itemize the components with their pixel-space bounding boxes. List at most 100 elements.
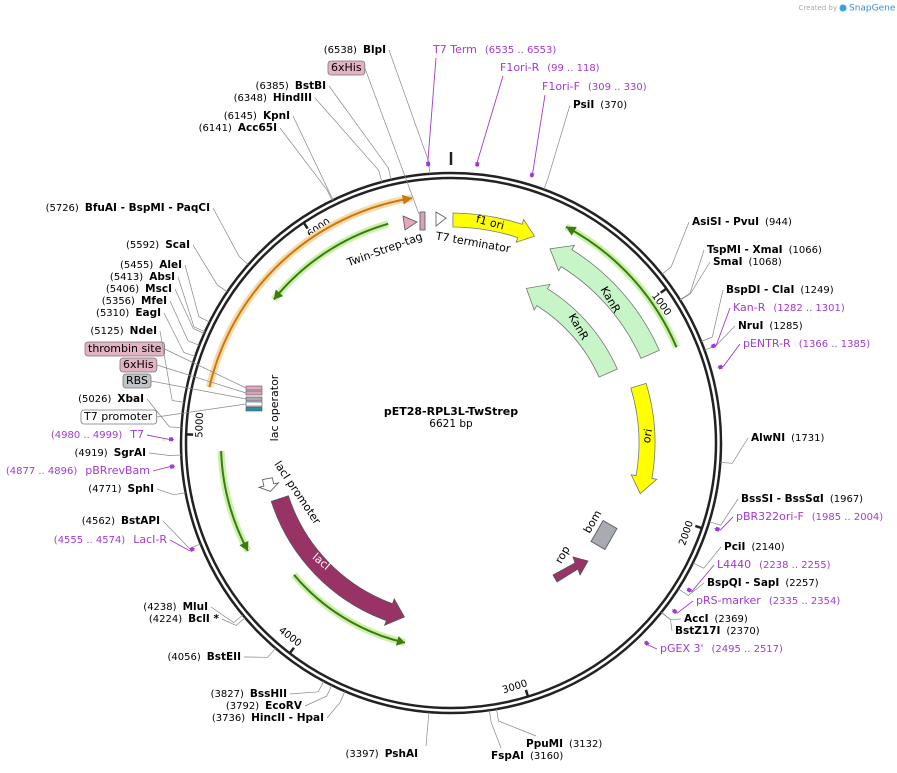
site-name: PshAI — [385, 748, 418, 760]
ring-tick — [694, 524, 703, 530]
ring-tick — [659, 287, 668, 294]
feature-small — [245, 406, 263, 412]
site-label: (4224) BclI * — [149, 613, 220, 625]
site-name: AsiSI - PvuI — [692, 216, 759, 228]
primer-leader — [644, 640, 658, 650]
primer-range: (2238 .. 2255) — [759, 560, 831, 571]
site-leader — [425, 712, 430, 747]
site-label: (6141) Acc65I — [199, 122, 277, 134]
primer-range: (4980 .. 4999) — [51, 430, 123, 441]
site-label: BstZ17I (2370) — [675, 625, 760, 637]
site-name: AleI — [159, 259, 182, 271]
feature-bom — [590, 519, 618, 551]
primer-name: pGEX 3' — [660, 642, 704, 655]
feature-halo — [271, 220, 390, 302]
tag-label: 6xHis — [123, 358, 154, 371]
ring-tick-label: 2000 — [677, 519, 696, 547]
site-position: (4771) — [88, 484, 121, 495]
site-label: (3736) HincII - HpaI — [212, 712, 324, 724]
site-label: SmaI (1068) — [713, 256, 782, 268]
site-label: AsiSI - PvuI (944) — [692, 216, 792, 228]
site-name: SphI — [128, 483, 154, 495]
site-label: BssSI - BssSαI (1967) — [741, 493, 863, 505]
site-name: HincII - HpaI — [251, 712, 324, 724]
site-position: (6538) — [324, 45, 357, 56]
primer-name: F1ori-R — [500, 61, 540, 74]
site-label: (5125) NdeI — [90, 325, 157, 337]
feature-line — [273, 222, 389, 301]
site-position: (6385) — [256, 81, 289, 92]
feature-rop — [552, 556, 589, 583]
site-position: (4238) — [143, 602, 176, 613]
site-leader — [304, 685, 333, 707]
site-name: BstAPI — [121, 515, 160, 527]
site-label: TspMI - XmaI (1066) — [707, 244, 822, 256]
plasmid-name: pET28-RPL3L-TwStrep — [384, 405, 518, 418]
site-label: PsiI (370) — [573, 99, 627, 111]
site-position: (3132) — [569, 739, 602, 750]
site-name: BclI * — [188, 613, 219, 625]
site-leader — [292, 115, 334, 201]
primer-leader — [710, 307, 731, 348]
site-leader — [679, 249, 705, 301]
site-position: (5455) — [120, 260, 153, 271]
site-leader — [162, 520, 201, 549]
site-name: XbaI — [117, 393, 144, 405]
site-leader — [169, 300, 200, 346]
ring-tick — [288, 646, 295, 655]
feature-small — [245, 390, 263, 396]
feature-arrowhead — [401, 194, 413, 205]
ring-inner — [184, 176, 718, 710]
site-leader — [328, 85, 392, 180]
primer-name: pRS-marker — [696, 594, 761, 607]
site-label: (5310) EagI — [96, 307, 161, 319]
site-leader — [661, 221, 690, 275]
primer-label: pGEX 3' (2495 .. 2517) — [660, 642, 783, 655]
feature-small — [245, 396, 263, 402]
site-leader — [279, 127, 333, 201]
site-position: (5026) — [78, 394, 111, 405]
tag-leader — [164, 348, 247, 389]
feature-laci-promoter — [257, 477, 280, 492]
site-leader — [660, 612, 673, 632]
primer-range: (1282 .. 1301) — [773, 303, 845, 314]
site-position: (3736) — [212, 713, 245, 724]
site-label: NruI (1285) — [738, 320, 803, 332]
site-label: AlwNI (1731) — [751, 432, 824, 444]
site-leader — [159, 330, 185, 403]
primer-leader — [717, 343, 741, 369]
site-leader — [212, 207, 249, 265]
site-name: AccI — [684, 613, 708, 625]
tag-label: RBS — [126, 374, 148, 387]
site-name: BstBI — [295, 80, 326, 92]
site-label: (5726) BfuAI - BspMI - PaqCI — [46, 202, 210, 214]
site-position: (5592) — [126, 240, 159, 251]
site-label: (4919) SgrAI — [74, 447, 146, 459]
primer-name: pBR322ori-F — [736, 510, 804, 523]
site-name: HindIII — [273, 92, 312, 104]
site-label: (6385) BstBI — [256, 80, 326, 92]
primer-leader — [476, 75, 504, 168]
site-label: (5026) XbaI — [78, 393, 144, 405]
feature-kanr — [525, 283, 618, 378]
site-position: (5125) — [90, 326, 123, 337]
feature-arrowhead — [273, 289, 284, 300]
site-label: (5356) MfeI — [102, 295, 167, 307]
site-leader — [326, 691, 346, 719]
site-name: Acc65I — [238, 122, 277, 134]
feature-kanr — [549, 244, 660, 359]
tag-label: thrombin site — [88, 342, 162, 355]
site-label: (4771) SphI — [88, 483, 154, 495]
site-name: EcoRV — [265, 700, 303, 712]
tag-label: T7 promoter — [83, 410, 153, 423]
site-name: AbsI — [149, 271, 175, 283]
site-position: (1249) — [800, 285, 833, 296]
site-label: FspAI (3160) — [491, 750, 563, 762]
site-label: PciI (2140) — [724, 541, 785, 553]
site-position: (3397) — [345, 749, 378, 760]
site-leader — [146, 398, 182, 428]
site-label: (4562) BstAPI — [82, 515, 160, 527]
site-label: (4056) BstEII — [167, 651, 241, 663]
site-name: ScaI — [165, 239, 190, 251]
site-name: BlpI — [363, 44, 386, 56]
